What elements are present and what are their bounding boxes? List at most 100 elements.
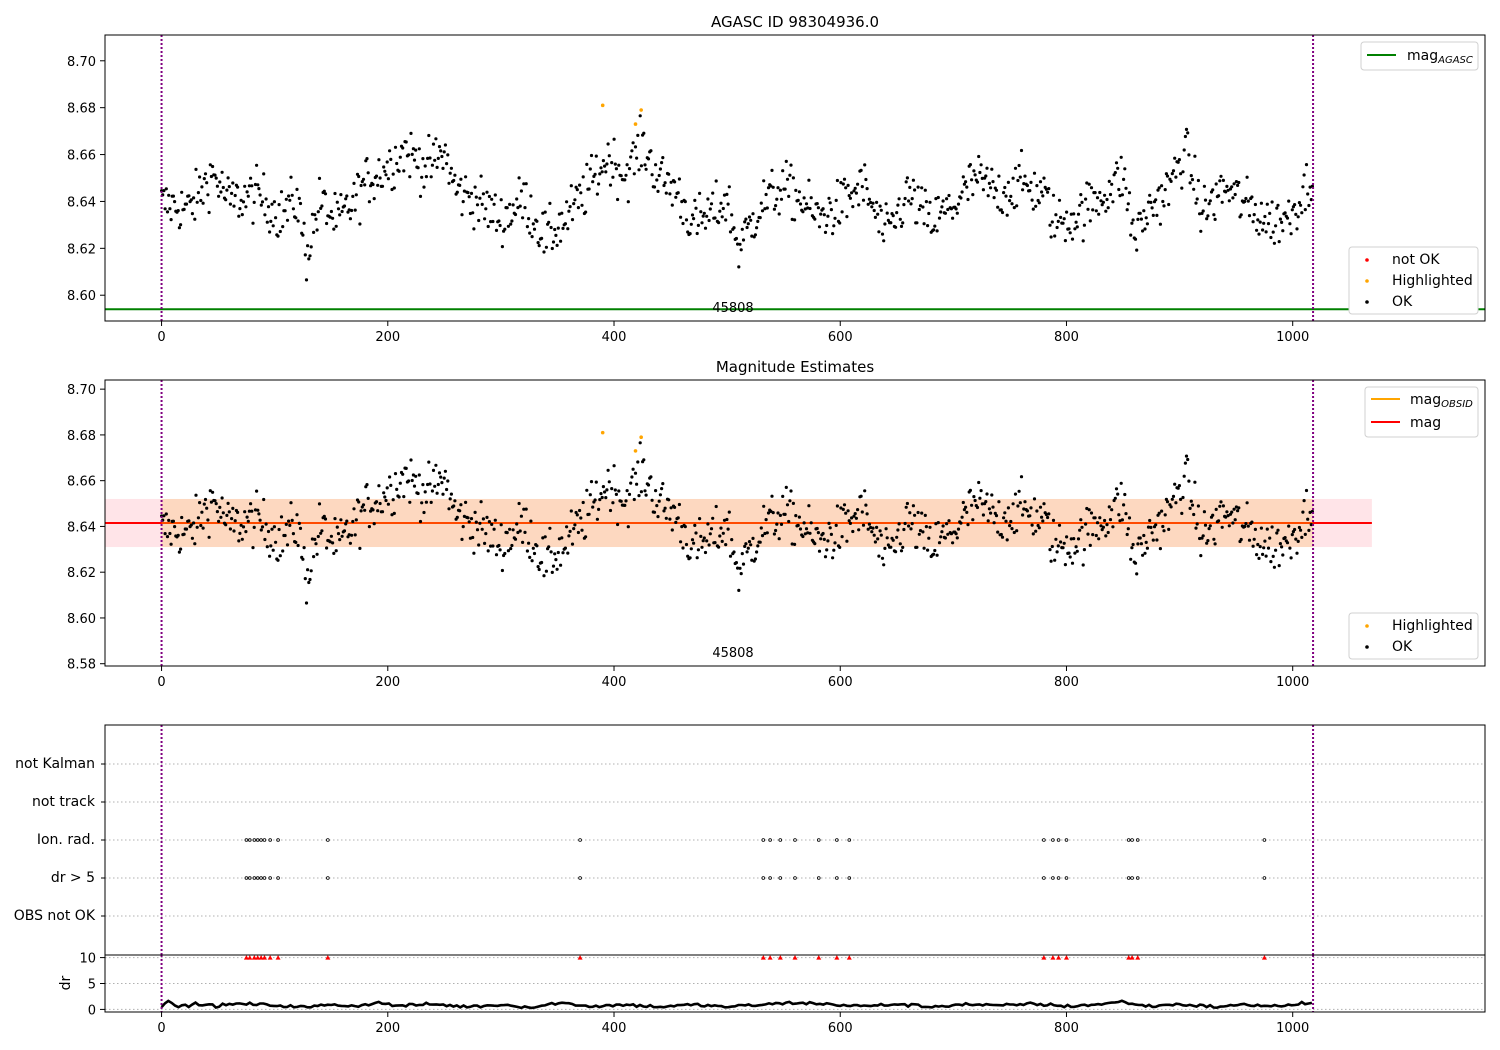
data-point [781, 494, 785, 498]
data-point [1195, 522, 1199, 526]
data-point [688, 556, 692, 560]
data-point [1202, 510, 1206, 514]
data-point [274, 216, 278, 220]
data-point [825, 548, 829, 552]
data-point [1171, 169, 1176, 173]
data-point [1219, 500, 1223, 504]
data-point [543, 535, 547, 539]
data-point [1016, 178, 1020, 183]
data-point [775, 522, 779, 526]
data-point [529, 519, 533, 523]
data-point [949, 207, 954, 211]
data-point [225, 188, 229, 192]
data-point [790, 217, 794, 221]
data-point [279, 190, 284, 194]
data-point [505, 206, 509, 210]
data-point [1280, 545, 1284, 549]
dr-clipped-marker [792, 955, 798, 960]
data-point [1107, 505, 1111, 509]
data-point [594, 154, 598, 158]
data-point [744, 542, 748, 546]
dr-clipped-marker [243, 955, 249, 960]
data-point [435, 165, 439, 169]
data-point [787, 519, 791, 524]
data-point [1105, 523, 1109, 527]
flag-point [835, 876, 839, 880]
data-point [259, 203, 263, 207]
data-point [440, 154, 444, 159]
data-point [635, 156, 639, 160]
data-point [433, 484, 437, 488]
data-point [412, 484, 417, 488]
data-point [491, 544, 495, 548]
data-point [530, 559, 534, 563]
data-point [832, 548, 836, 552]
data-point [656, 515, 660, 519]
data-point [256, 508, 260, 512]
data-point [162, 189, 166, 193]
data-point [344, 197, 348, 201]
data-point [755, 226, 759, 230]
data-point [751, 212, 755, 216]
data-point [249, 176, 253, 180]
data-point [310, 537, 314, 541]
data-point [1070, 237, 1075, 241]
data-point [854, 516, 859, 520]
flags-panel: not Kalman not track Ion. rad. dr > 5 OB… [14, 724, 1486, 956]
data-point [421, 157, 425, 161]
data-point [1135, 572, 1139, 576]
data-point [747, 215, 752, 219]
data-point [866, 527, 870, 531]
data-point [1011, 176, 1015, 180]
data-point [1272, 565, 1276, 569]
dr-clipped-marker [1129, 955, 1135, 960]
data-point [1288, 222, 1292, 226]
data-point [180, 515, 184, 520]
data-point [206, 193, 210, 197]
data-point [1046, 515, 1050, 520]
data-point [670, 528, 674, 532]
data-point [162, 514, 166, 518]
data-point [823, 555, 828, 559]
data-point [258, 518, 262, 522]
data-point [1099, 524, 1103, 528]
data-point [674, 520, 678, 525]
data-point [1023, 500, 1027, 504]
data-point [978, 496, 982, 500]
data-point [1236, 509, 1240, 513]
data-point [860, 510, 864, 514]
data-point [581, 500, 585, 505]
data-point [446, 479, 450, 483]
data-point [462, 514, 466, 519]
data-point [1126, 527, 1130, 531]
dr-clipped-marker [1050, 955, 1056, 960]
data-point [1085, 506, 1089, 511]
data-point [213, 499, 217, 503]
data-point [1212, 213, 1216, 217]
data-point [1207, 202, 1211, 206]
data-point [1003, 185, 1007, 190]
data-point [435, 491, 439, 495]
data-point [446, 153, 450, 157]
data-point [1243, 199, 1247, 204]
data-point [726, 527, 730, 531]
data-point [1250, 195, 1254, 199]
data-point [798, 527, 803, 531]
data-point [429, 175, 433, 179]
data-point [1221, 504, 1225, 508]
data-point [1028, 514, 1032, 518]
data-point [1067, 551, 1071, 555]
data-point [1198, 536, 1202, 541]
data-point [1182, 148, 1186, 152]
data-point [709, 527, 714, 531]
data-point [417, 147, 421, 151]
data-point [251, 546, 255, 550]
data-point [437, 145, 442, 149]
data-point [750, 558, 754, 562]
data-point [832, 224, 836, 228]
agasc-panel-title: AGASC ID 98304936.0 [711, 13, 879, 31]
data-point [939, 210, 943, 214]
data-point [736, 242, 740, 246]
data-point [959, 521, 963, 525]
mag-estimates-legend-top: magOBSID mag [1364, 386, 1479, 438]
